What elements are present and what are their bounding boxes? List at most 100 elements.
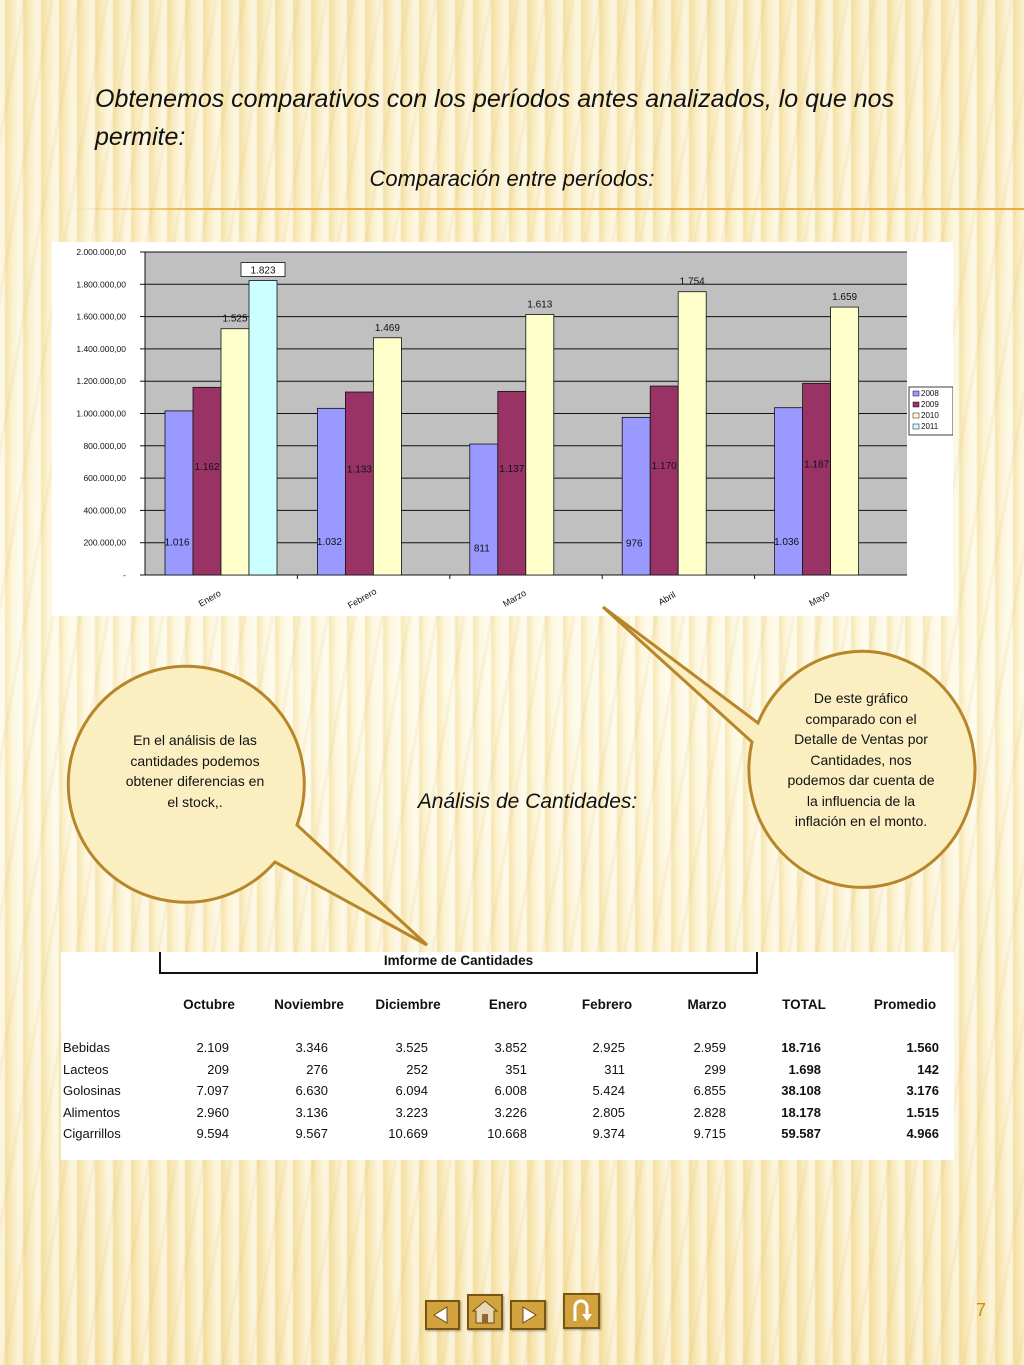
bar (248, 280, 278, 576)
table-cell: 38.108 (781, 1083, 821, 1098)
y-tick-label: 600.000,00 (83, 473, 126, 483)
home-button[interactable] (467, 1294, 503, 1330)
table-cell: 6.008 (494, 1083, 527, 1098)
legend-label: 2009 (921, 400, 939, 409)
table-cell: 142 (917, 1061, 939, 1077)
legend-label: 2010 (921, 411, 939, 420)
y-tick-label: 800.000,00 (83, 441, 126, 451)
table-cell: 18.178 (781, 1104, 821, 1120)
table-title: Imforme de Cantidades (383, 953, 534, 968)
return-icon (573, 1299, 592, 1321)
bar (677, 291, 707, 576)
y-tick-label: 400.000,00 (83, 505, 126, 515)
data-label: 1.469 (375, 323, 400, 334)
previous-button[interactable] (425, 1300, 460, 1330)
bar (220, 328, 250, 576)
data-label: 976 (626, 539, 643, 550)
y-tick-label: 2.000.000,00 (76, 247, 126, 257)
table-cell: 5.424 (592, 1083, 625, 1098)
bar (830, 306, 859, 576)
bar (344, 391, 374, 576)
table-cell: 4.966 (906, 1126, 939, 1141)
y-tick-label: - (123, 570, 126, 580)
table-cell: 252 (406, 1061, 428, 1077)
data-label: 1.613 (527, 300, 552, 311)
bar (774, 407, 803, 576)
y-tick-label: 200.000,00 (83, 538, 126, 548)
table-cell: 9.374 (592, 1126, 625, 1141)
legend-swatch (912, 423, 920, 430)
table-cell: 3.525 (395, 1040, 428, 1055)
next-button[interactable] (510, 1300, 546, 1330)
callout-right-shape (601, 605, 977, 889)
callout-left-shape (66, 664, 429, 947)
table-cell: 3.136 (295, 1104, 328, 1120)
table-cell: 276 (306, 1061, 328, 1077)
legend-swatch (912, 412, 920, 419)
bar (802, 382, 831, 576)
y-tick-label: 1.000.000,00 (76, 409, 126, 419)
legend-swatch (912, 401, 920, 408)
data-label: 1.162 (194, 462, 219, 473)
table-column-header: Marzo (687, 997, 727, 1012)
home-icon (471, 1300, 499, 1324)
table-cell: 59.587 (781, 1126, 821, 1141)
table-column-header: Promedio (873, 997, 937, 1012)
callout-left-text: En el análisis de las cantidades podemos… (125, 732, 265, 810)
table-cell: 3.346 (295, 1040, 328, 1055)
data-label: 1.137 (499, 464, 524, 475)
table-cell: 1.515 (906, 1104, 939, 1120)
table-cell: 3.176 (906, 1083, 939, 1098)
data-label: 1.032 (317, 537, 342, 548)
table-cell: 10.668 (487, 1126, 527, 1141)
table-cell: 9.594 (196, 1126, 229, 1141)
table-cell: 2.959 (693, 1040, 726, 1055)
table-cell: 18.716 (781, 1040, 821, 1055)
data-label: 1.170 (652, 461, 677, 472)
intro-text: Obtenemos comparativos con los períodos … (95, 85, 895, 151)
comparison-chart: 2.000.000,00 1.800.000,00 1.600.000,00 1.40… (52, 242, 954, 616)
table-cell: 3.226 (494, 1104, 527, 1120)
table-cell: 299 (704, 1061, 726, 1077)
table-column-header: Diciembre (375, 997, 441, 1012)
table-row-label: Golosinas (63, 1083, 121, 1098)
bar (192, 386, 222, 576)
data-label: 1.823 (250, 266, 275, 277)
arrow-right-icon (522, 1306, 537, 1324)
y-tick-label: 1.400.000,00 (76, 344, 126, 354)
table-cell: 311 (604, 1061, 625, 1077)
legend-swatch (912, 390, 920, 397)
bar (372, 337, 402, 576)
table-cell: 3.223 (395, 1104, 428, 1120)
divider-line (70, 208, 1024, 210)
table-row-label: Cigarrillos (63, 1126, 121, 1141)
data-label: 1.525 (222, 314, 247, 325)
bar (649, 385, 679, 576)
table-cell: 9.567 (295, 1126, 328, 1141)
bar (621, 416, 651, 576)
callout-right-text: De este gráfico comparado con el Detalle… (787, 690, 935, 829)
y-tick-label: 1.200.000,00 (76, 376, 126, 386)
page-number: 7 (976, 1300, 987, 1320)
table-cell: 6.630 (295, 1083, 328, 1098)
table-title-frame: Imforme de Cantidades (159, 952, 758, 974)
table-row-label: Alimentos (63, 1104, 121, 1120)
data-label: 1.659 (832, 292, 857, 303)
data-label-box (240, 262, 286, 277)
data-label: 1.754 (680, 277, 705, 288)
table-cell: 2.925 (592, 1040, 625, 1055)
table-cell: 2.828 (693, 1104, 726, 1120)
return-button[interactable] (563, 1293, 600, 1329)
y-tick-label: 1.600.000,00 (76, 312, 126, 322)
table-cell: 1.560 (906, 1040, 939, 1055)
table-cell: 209 (207, 1061, 229, 1077)
table-row-label: Lacteos (63, 1061, 109, 1077)
table-row-label: Bebidas (63, 1040, 110, 1055)
table-column-header: Febrero (581, 997, 633, 1012)
table-column-header: Noviembre (274, 997, 344, 1012)
table-cell: 2.109 (196, 1040, 229, 1055)
table-cell: 3.852 (494, 1040, 527, 1055)
bar (497, 390, 527, 576)
table-cell: 2.805 (592, 1104, 625, 1120)
